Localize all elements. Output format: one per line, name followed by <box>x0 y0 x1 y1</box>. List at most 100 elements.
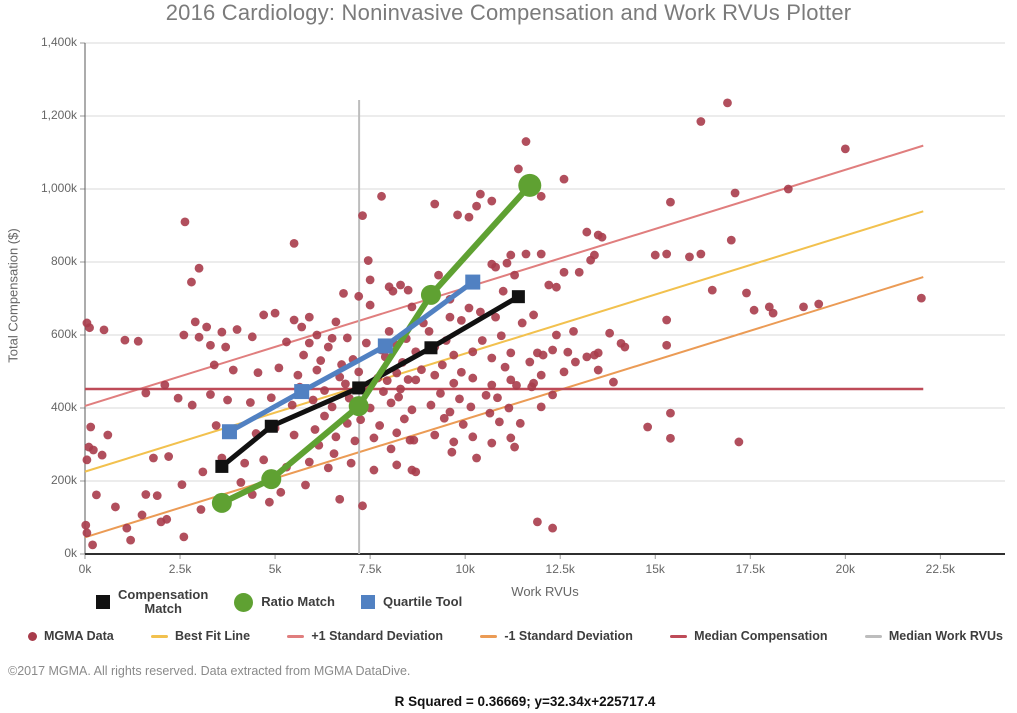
scatter-point <box>571 357 580 367</box>
x-axis-title: Work RVUs <box>511 584 579 599</box>
scatter-point <box>179 330 189 340</box>
legend-item--1-standard-deviation[interactable]: -1 Standard Deviation <box>480 629 633 643</box>
scatter-point <box>206 390 215 399</box>
x-tick-label: 20k <box>835 562 855 576</box>
scatter-point <box>236 478 246 487</box>
scatter-point <box>458 420 468 429</box>
scatter-point <box>417 365 426 375</box>
scatter-point <box>354 291 364 301</box>
scatter-point <box>180 217 190 227</box>
scatter-point <box>331 432 341 442</box>
legend-item-median-compensation[interactable]: Median Compensation <box>670 629 828 643</box>
legend-label: Median Work RVUs <box>888 629 1003 643</box>
copyright-note: ©2017 MGMA. All rights reserved. Data ex… <box>8 664 411 678</box>
scatter-point <box>358 501 367 511</box>
scatter-point <box>403 285 413 295</box>
scatter-point <box>308 395 318 405</box>
scatter-point <box>247 332 257 342</box>
x-tick-label: 5k <box>268 562 282 576</box>
legend-marker-compensation-match <box>96 595 110 610</box>
scatter-point <box>320 386 329 395</box>
scatter-point <box>253 368 263 377</box>
scatter-point <box>493 393 502 403</box>
legend-item-ratio-match[interactable]: Ratio Match <box>234 592 335 612</box>
legend-marker-mgma-data <box>28 631 37 641</box>
scatter-point <box>323 463 333 473</box>
series-marker-quartile-tool <box>221 424 237 440</box>
scatter-point <box>304 312 314 322</box>
scatter-point <box>202 322 212 332</box>
scatter-point <box>85 323 94 333</box>
scatter-point <box>650 250 660 260</box>
chart-svg <box>80 42 1005 559</box>
scatter-point <box>369 465 379 475</box>
scatter-point <box>487 196 497 206</box>
scatter-point <box>662 315 672 325</box>
scatter-point <box>430 430 440 440</box>
r-squared-line: R Squared = 0.36669; y=32.34x+225717.4 <box>394 694 656 709</box>
scatter-point <box>209 360 219 370</box>
scatter-point <box>449 378 459 388</box>
scatter-point <box>487 438 497 448</box>
scatter-point <box>310 425 320 434</box>
scatter-point <box>350 436 360 446</box>
scatter-point <box>365 300 375 310</box>
scatter-point <box>304 338 314 348</box>
scatter-point <box>259 310 269 320</box>
scatter-point <box>783 184 793 194</box>
scatter-point <box>339 288 348 298</box>
scatter-point <box>527 382 537 392</box>
scatter-point <box>407 405 417 415</box>
scatter-point <box>529 310 538 320</box>
legend-item-best-fit-line[interactable]: Best Fit Line <box>151 629 250 643</box>
legend-label: Median Compensation <box>694 629 828 643</box>
scatter-point <box>496 331 506 341</box>
scatter-point <box>266 393 276 403</box>
chart-title: 2016 Cardiology: Noninvasive Compensatio… <box>165 0 852 25</box>
scatter-point <box>569 326 578 336</box>
legend-item-mgma-data[interactable]: MGMA Data <box>28 629 114 643</box>
legend-label: Ratio Match <box>261 594 335 610</box>
scatter-point <box>152 491 162 500</box>
series-marker-ratio-match <box>261 469 282 490</box>
scatter-point <box>723 98 732 108</box>
scatter-point <box>536 402 546 412</box>
series-marker-quartile-tool <box>465 274 481 290</box>
scatter-point <box>282 337 291 347</box>
scatter-point <box>582 352 592 362</box>
y-tick-label: 600k <box>50 327 77 341</box>
series-marker-compensation-match <box>424 341 438 355</box>
scatter-point <box>504 403 514 413</box>
scatter-point <box>662 249 672 259</box>
legend-item-quartile-tool[interactable]: Quartile Tool <box>360 594 462 610</box>
scatter-point <box>329 449 339 459</box>
scatter-point <box>396 384 405 394</box>
legend-item-median-work-rvus[interactable]: Median Work RVUs <box>864 629 1003 643</box>
scatter-point <box>82 528 92 538</box>
legend-marker--1-standard-deviation <box>287 634 305 638</box>
scatter-point <box>544 280 554 290</box>
scatter-point <box>436 389 445 398</box>
scatter-point <box>386 398 396 408</box>
scatter-point <box>384 326 394 336</box>
scatter-point <box>240 458 250 468</box>
legend-item-compensation-match[interactable]: Compensation Match <box>96 587 208 617</box>
scatter-point <box>409 435 419 445</box>
scatter-point <box>609 377 618 387</box>
y-tick-label: 400k <box>50 400 77 414</box>
legend-item--1-standard-deviation[interactable]: +1 Standard Deviation <box>287 629 443 643</box>
scatter-point <box>221 342 231 352</box>
scatter-point <box>320 411 329 421</box>
scatter-point <box>666 433 675 443</box>
series-legend: MGMA Data Best Fit Line +1 Standard Deviat… <box>28 629 1003 643</box>
scatter-point <box>481 390 491 400</box>
scatter-point <box>593 365 603 375</box>
scatter-point <box>264 497 274 507</box>
scatter-point <box>464 303 474 313</box>
scatter-point <box>814 299 824 309</box>
scatter-point <box>179 532 189 542</box>
scatter-point <box>399 414 409 424</box>
scatter-point <box>111 502 120 512</box>
scatter-point <box>82 455 92 465</box>
